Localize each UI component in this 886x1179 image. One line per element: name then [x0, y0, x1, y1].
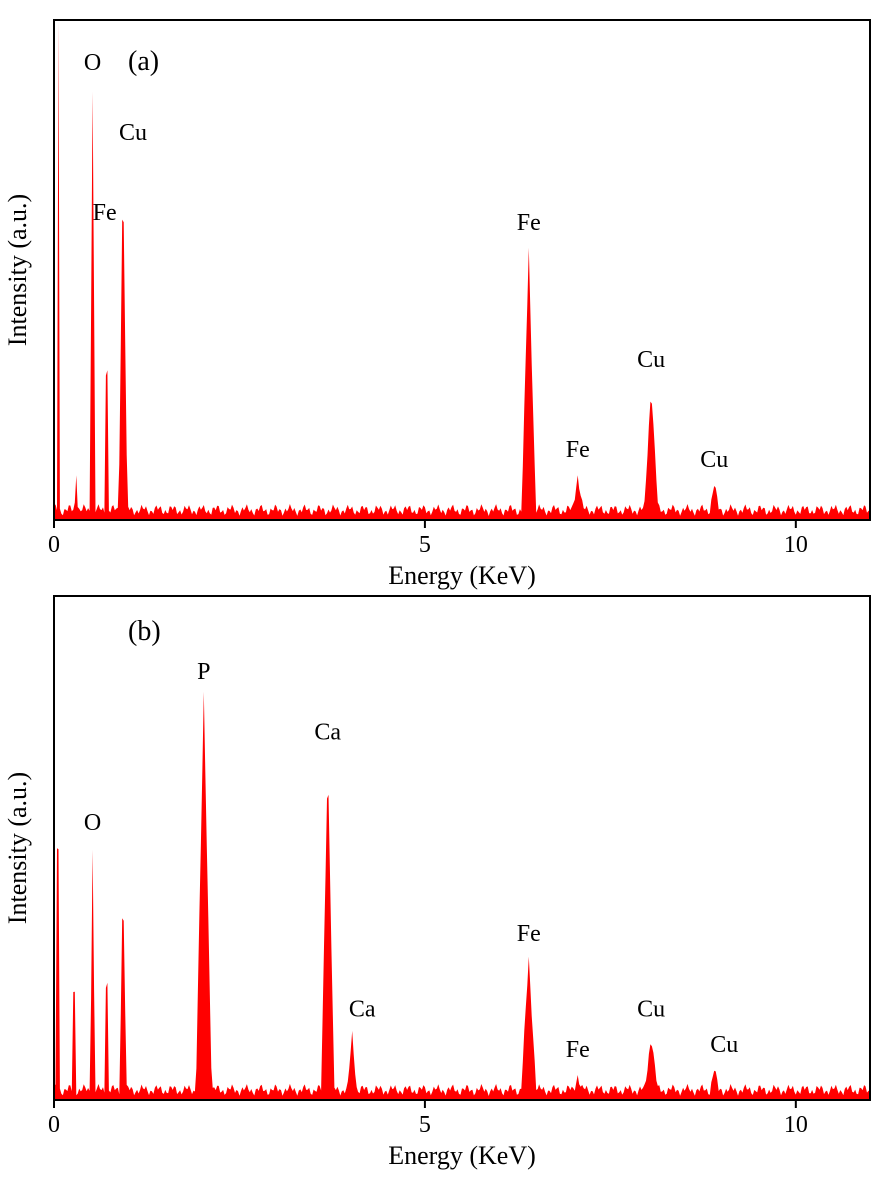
peak-label: Fe [517, 210, 541, 236]
peak-label: P [197, 659, 210, 685]
x-tick-label: 0 [48, 1112, 60, 1138]
peak-label: Cu [637, 347, 665, 373]
x-axis-label: Energy (KeV) [388, 561, 536, 590]
y-axis-label: Intensity (a.u.) [3, 194, 32, 346]
panel-label: (a) [128, 46, 159, 77]
peak-label: Cu [700, 447, 728, 473]
eds-spectra-svg: 0 5 10 Energy (KeV) Intensity (a.u.) O Fe Cu Fe F… [0, 0, 886, 1179]
peak-label: Fe [517, 921, 541, 947]
figure-wrapper: 0 5 10 Energy (KeV) Intensity (a.u.) O Fe Cu Fe F… [0, 0, 886, 1179]
plot-border [54, 20, 870, 520]
y-axis-label: Intensity (a.u.) [3, 772, 32, 924]
plot-border [54, 596, 870, 1100]
peak-label: Cu [119, 120, 147, 146]
x-tick-label: 0 [48, 532, 60, 558]
peak-label: O [84, 50, 101, 76]
panel-a: 0 5 10 Energy (KeV) Intensity (a.u.) O Fe Cu Fe F… [3, 20, 870, 590]
panel-b: 0 5 10 Energy (KeV) Intensity (a.u.) O P Ca Ca Fe… [3, 596, 870, 1170]
peak-label: Ca [314, 719, 341, 745]
peak-label: Fe [93, 200, 117, 226]
peak-label: O [84, 810, 101, 836]
x-axis-label: Energy (KeV) [388, 1141, 536, 1170]
peak-label: Fe [566, 1037, 590, 1063]
x-tick-label: 5 [419, 532, 431, 558]
peak-label: Ca [349, 996, 376, 1022]
x-tick-label: 5 [419, 1112, 431, 1138]
panel-label: (b) [128, 616, 161, 647]
x-tick-label: 10 [784, 1112, 808, 1138]
peak-label: Cu [637, 996, 665, 1022]
peak-label: Fe [566, 437, 590, 463]
x-tick-label: 10 [784, 532, 808, 558]
peak-label: Cu [710, 1032, 738, 1058]
